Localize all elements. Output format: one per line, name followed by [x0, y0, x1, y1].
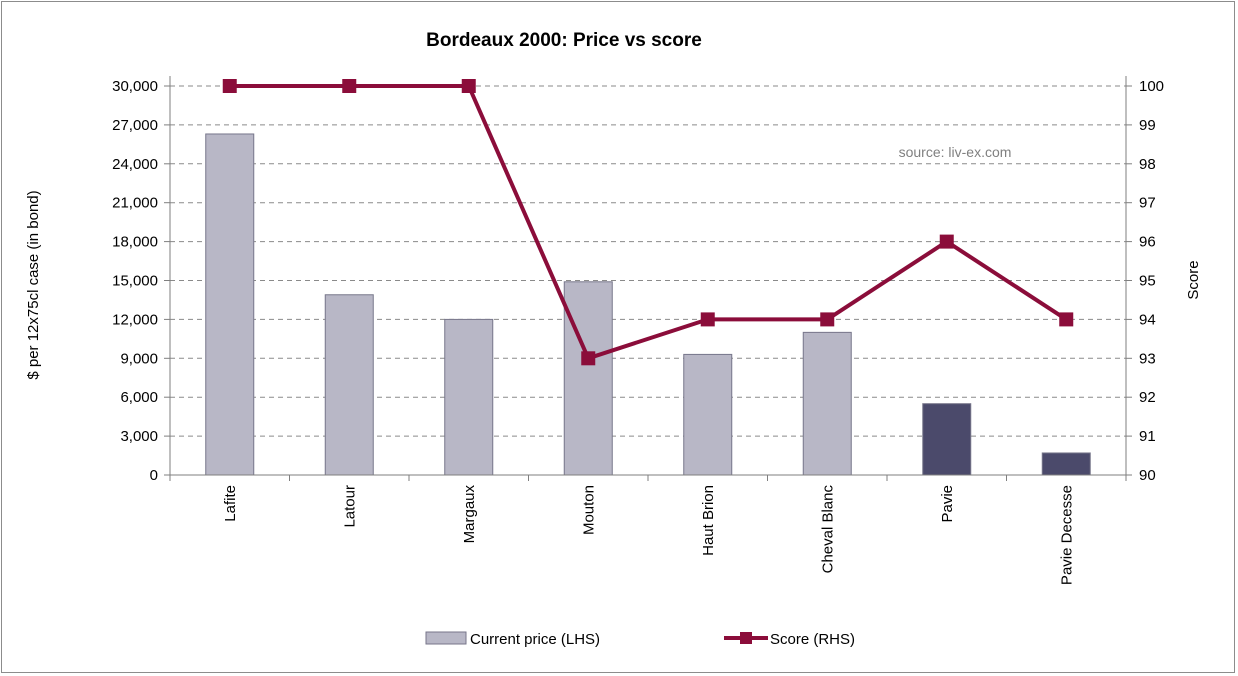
bar-pavie-decesse — [1041, 452, 1091, 476]
category-label: Latour — [341, 485, 358, 528]
bar-cheval-blanc — [802, 331, 852, 476]
legend-label-score: Score (RHS) — [770, 631, 855, 648]
left-tick-label: 30,000 — [112, 78, 158, 95]
left-tick-label: 3,000 — [120, 428, 158, 445]
chart-title: Bordeaux 2000: Price vs score — [426, 30, 702, 51]
category-label: Pavie — [939, 485, 956, 523]
bar-latour — [324, 294, 374, 476]
bar-pavie — [922, 403, 972, 476]
left-tick-label: 18,000 — [112, 234, 158, 251]
right-tick-label: 94 — [1139, 311, 1156, 328]
right-tick-label: 93 — [1139, 350, 1156, 367]
category-label: Cheval Blanc — [819, 485, 836, 574]
axes — [164, 76, 1132, 481]
left-axis-title: $ per 12x75cl case (in bond) — [25, 190, 42, 379]
score-marker-latour — [342, 79, 357, 93]
right-tick-label: 98 — [1139, 156, 1156, 173]
score-marker-haut-brion — [700, 312, 715, 327]
category-label: Margaux — [461, 485, 478, 544]
category-label: Lafite — [222, 485, 239, 522]
right-tick-label: 99 — [1139, 117, 1156, 134]
right-axis-title: Score — [1185, 260, 1202, 299]
left-tick-label: 24,000 — [112, 156, 158, 173]
tick-labels: 0 3,000 6,000 9,000 12,000 15,000 18,000 21,000… — [112, 78, 1164, 585]
price-bars — [205, 133, 1091, 476]
left-tick-label: 12,000 — [112, 311, 158, 328]
right-tick-label: 92 — [1139, 389, 1156, 406]
score-polyline — [229, 84, 1068, 361]
score-line — [222, 79, 1074, 366]
left-tick-label: 15,000 — [112, 273, 158, 290]
left-tick-label: 0 — [150, 467, 158, 484]
right-tick-label: 100 — [1139, 78, 1164, 95]
score-marker-pavie-decesse — [1059, 312, 1074, 327]
right-tick-label: 95 — [1139, 273, 1156, 290]
left-tick-label: 9,000 — [120, 350, 158, 367]
bar-mouton — [563, 281, 613, 476]
bar-lafite — [205, 133, 255, 476]
legend-swatch-score-marker — [740, 632, 752, 644]
score-marker-lafite — [222, 79, 237, 93]
score-marker-margaux — [461, 79, 476, 93]
right-tick-label: 97 — [1139, 195, 1156, 212]
score-marker-cheval-blanc — [820, 312, 835, 327]
right-tick-label: 96 — [1139, 234, 1156, 251]
category-label: Pavie Decesse — [1058, 485, 1075, 585]
left-tick-label: 21,000 — [112, 195, 158, 212]
left-tick-label: 27,000 — [112, 117, 158, 134]
bar-margaux — [444, 318, 494, 476]
legend-swatch-price — [425, 631, 467, 645]
legend-label-price: Current price (LHS) — [470, 631, 600, 648]
legend: Current price (LHS) Score (RHS) — [425, 631, 855, 648]
category-label: Mouton — [580, 485, 597, 535]
right-tick-label: 91 — [1139, 428, 1156, 445]
source-note: source: liv-ex.com — [899, 144, 1012, 160]
score-marker-mouton — [581, 351, 596, 366]
gridlines — [170, 85, 1126, 437]
category-label: Haut Brion — [700, 485, 717, 556]
right-tick-label: 90 — [1139, 467, 1156, 484]
score-marker-pavie — [939, 234, 954, 249]
left-tick-label: 6,000 — [120, 389, 158, 406]
bar-haut-brion — [683, 353, 733, 476]
